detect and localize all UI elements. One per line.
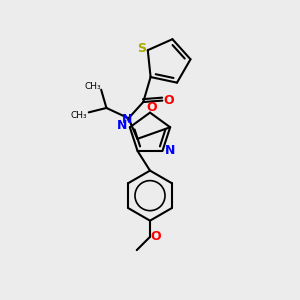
- Text: N: N: [117, 119, 128, 132]
- Text: CH₃: CH₃: [85, 82, 101, 91]
- Text: O: O: [164, 94, 174, 106]
- Text: S: S: [137, 42, 146, 55]
- Text: N: N: [122, 113, 132, 126]
- Text: CH₃: CH₃: [70, 111, 87, 120]
- Text: O: O: [146, 101, 157, 114]
- Text: O: O: [150, 230, 160, 243]
- Text: N: N: [165, 144, 175, 157]
